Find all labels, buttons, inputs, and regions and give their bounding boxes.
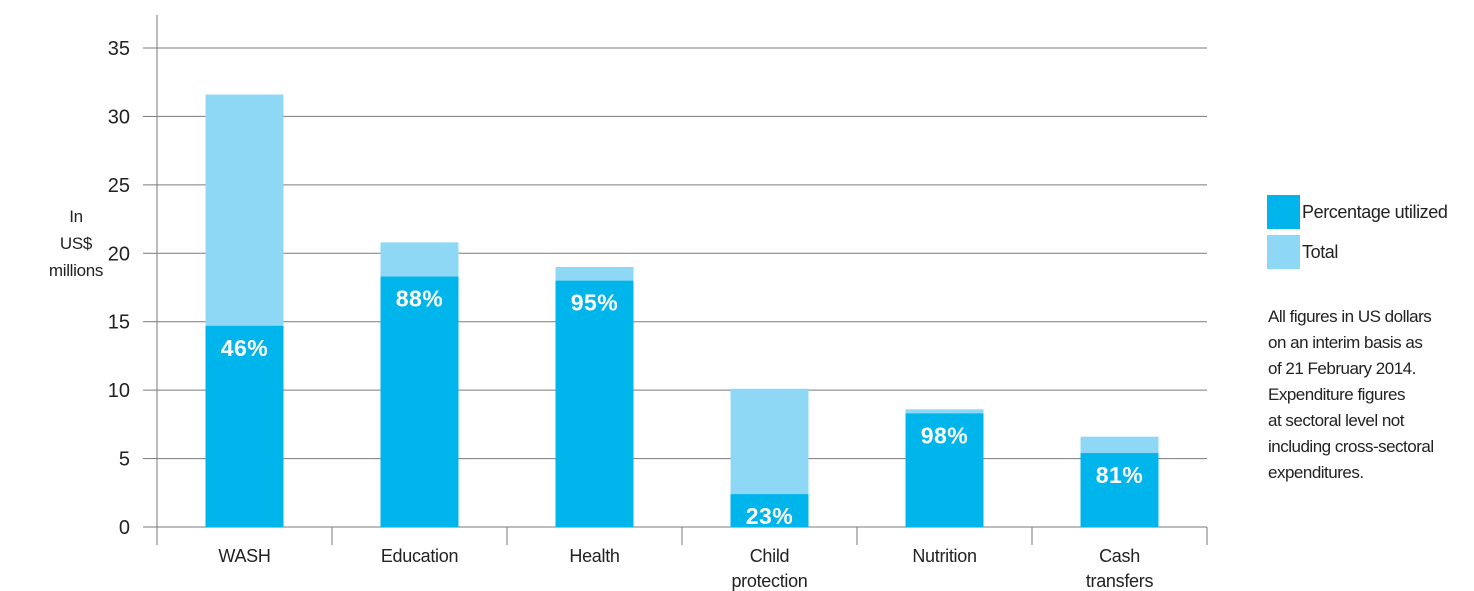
y-tick-label: 35 (108, 38, 130, 60)
x-tick-label: WASH (218, 546, 270, 566)
bars (205, 94, 1159, 527)
data-label: 98% (921, 422, 969, 448)
legend-item-percentage-utilized: Percentage utilized (1267, 195, 1474, 229)
footnote-line: Expenditure figures (1268, 385, 1405, 404)
x-tick-label: Education (381, 546, 458, 566)
x-tick-label: Nutrition (912, 546, 976, 566)
x-tick-label: Cash (1099, 546, 1140, 566)
footnote-line: at sectoral level not (1268, 411, 1404, 430)
data-label: 88% (396, 286, 444, 312)
x-tick-label: Health (569, 546, 619, 566)
y-tick-labels: 0 5 10 15 20 25 30 35 (108, 38, 130, 539)
bar-utilized (380, 276, 459, 527)
bar-utilized (555, 280, 634, 527)
y-axis-label: In US$ millions (30, 203, 122, 284)
x-tick-labels: WASH Education Health Child protection Nutrit… (218, 546, 1153, 591)
footnote-line: All figures in US dollars (1268, 307, 1432, 326)
footnote-line: on an interim basis as (1268, 333, 1423, 352)
y-tick-label: 30 (108, 106, 130, 128)
legend: Percentage utilized Total (1267, 195, 1474, 275)
bar-utilized (1080, 453, 1159, 527)
y-tick-label: 20 (108, 243, 130, 265)
gridlines (157, 47, 1207, 528)
bar-utilized (205, 325, 284, 527)
y-tick-label: 15 (108, 312, 130, 334)
y-tick-label: 5 (119, 449, 130, 471)
legend-label: Percentage utilized (1302, 201, 1448, 222)
y-axis-label-line: millions (48, 261, 104, 280)
legend-label: Total (1302, 241, 1339, 262)
bar-utilized (905, 413, 984, 527)
legend-item-total: Total (1267, 235, 1474, 269)
axes (143, 15, 1208, 545)
footnote-line: of 21 February 2014. (1268, 359, 1416, 378)
footnote-line: including cross-sectoral (1268, 437, 1434, 456)
y-tick-label: 10 (108, 380, 130, 402)
data-labels: 46% 88% 95% 23% 98% 81% (221, 286, 1144, 530)
x-tick-label: transfers (1086, 571, 1154, 591)
x-tick-label: Child (750, 546, 790, 566)
y-tick-label: 0 (119, 517, 130, 539)
y-axis-label-line: In (69, 207, 83, 226)
data-label: 46% (221, 335, 269, 361)
footnote-line: expenditures. (1268, 463, 1364, 482)
bar-utilized (730, 494, 809, 527)
data-label: 81% (1096, 462, 1144, 488)
y-tick-label: 25 (108, 175, 130, 197)
x-tick-label: protection (731, 571, 807, 591)
y-axis-label-line: US$ (59, 234, 93, 253)
data-label: 23% (746, 503, 794, 529)
footnote: All figures in US dollars on an interim … (1268, 304, 1474, 486)
legend-swatch (1267, 195, 1300, 229)
data-label: 95% (571, 290, 619, 316)
legend-swatch (1267, 235, 1300, 269)
